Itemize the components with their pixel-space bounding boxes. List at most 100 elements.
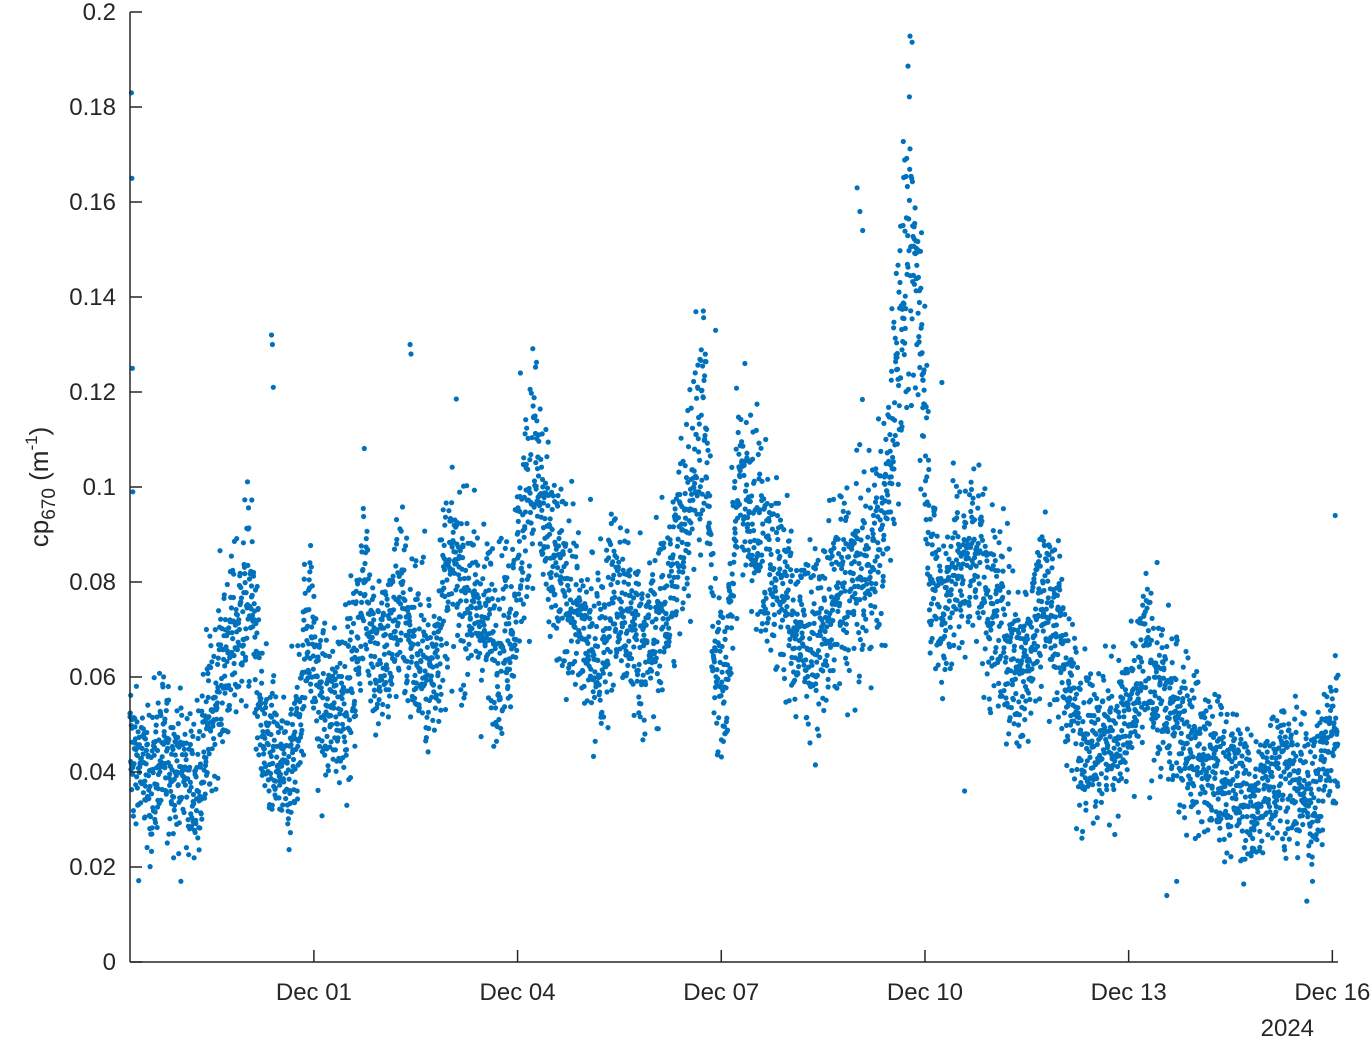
data-point (583, 589, 590, 595)
data-point (196, 847, 202, 853)
data-point (209, 746, 215, 752)
data-point (214, 716, 220, 722)
data-point (688, 520, 694, 526)
data-point (305, 675, 311, 681)
data-point (182, 782, 188, 788)
data-point (351, 698, 358, 705)
data-point (773, 475, 780, 481)
data-point (606, 625, 612, 632)
data-point (540, 500, 547, 506)
data-point (289, 643, 295, 649)
data-point (171, 794, 177, 800)
data-point (1142, 621, 1148, 627)
data-point (975, 505, 981, 511)
data-point (385, 703, 391, 710)
data-point (1145, 628, 1151, 634)
data-point (133, 683, 139, 689)
data-point (134, 719, 140, 725)
data-point (365, 668, 371, 674)
data-point (824, 652, 830, 659)
data-point (757, 564, 763, 570)
data-point (252, 677, 258, 683)
data-point (454, 583, 460, 589)
data-point (772, 588, 779, 594)
data-point (927, 516, 933, 522)
data-point (882, 642, 888, 649)
data-point (694, 395, 700, 401)
data-point (532, 413, 538, 419)
data-point (951, 632, 957, 638)
data-point (727, 665, 733, 672)
data-point (968, 486, 975, 493)
data-point (838, 494, 844, 500)
data-point (431, 613, 437, 619)
data-point (878, 610, 884, 617)
data-point (852, 707, 858, 713)
data-point (262, 783, 268, 789)
data-point (538, 456, 544, 462)
data-point (799, 601, 805, 608)
data-point (1143, 684, 1149, 691)
data-point (184, 716, 190, 722)
data-point (632, 622, 638, 628)
data-point (1239, 753, 1245, 759)
data-point (845, 712, 851, 718)
data-point (422, 668, 428, 674)
data-point (481, 564, 487, 570)
data-point (1243, 837, 1249, 844)
data-point (1021, 706, 1028, 712)
data-point (1151, 720, 1157, 726)
data-point (218, 721, 224, 728)
data-point (777, 566, 783, 572)
data-point (892, 400, 898, 406)
data-point (653, 616, 659, 622)
data-point (540, 550, 546, 556)
data-point (348, 729, 354, 736)
data-point (542, 480, 549, 486)
data-point (744, 450, 750, 456)
data-point (330, 648, 336, 655)
data-point (573, 554, 579, 560)
data-point (464, 483, 470, 489)
data-point (890, 516, 896, 522)
data-point (295, 643, 301, 649)
data-point (441, 567, 448, 573)
data-point (612, 621, 618, 627)
data-point (1071, 776, 1078, 782)
data-point (371, 617, 377, 623)
data-point (294, 684, 300, 690)
data-point (322, 620, 328, 626)
data-point (243, 590, 249, 596)
data-point (431, 630, 437, 636)
data-point (721, 699, 727, 705)
data-point (1122, 687, 1129, 693)
data-point (342, 663, 348, 670)
data-point (829, 553, 835, 559)
data-point (1100, 699, 1106, 705)
data-point (937, 568, 943, 574)
data-point (716, 595, 722, 601)
data-point (484, 541, 490, 547)
data-point (914, 262, 920, 268)
data-point (591, 603, 597, 609)
data-point (804, 693, 810, 699)
data-point (315, 787, 321, 794)
data-point (1214, 698, 1221, 704)
data-point (286, 754, 292, 760)
data-point (470, 542, 476, 548)
data-point (1007, 715, 1013, 721)
data-point (166, 697, 172, 703)
data-point (704, 460, 710, 466)
data-point (256, 617, 262, 623)
data-point (909, 316, 915, 322)
data-point (134, 774, 140, 780)
data-point (224, 659, 230, 665)
data-point (932, 587, 938, 594)
data-point (850, 570, 856, 577)
data-point (962, 654, 968, 660)
data-point (1037, 652, 1043, 659)
data-point (1178, 730, 1184, 737)
data-point (598, 720, 604, 726)
data-point (246, 683, 252, 689)
data-point (698, 357, 704, 363)
